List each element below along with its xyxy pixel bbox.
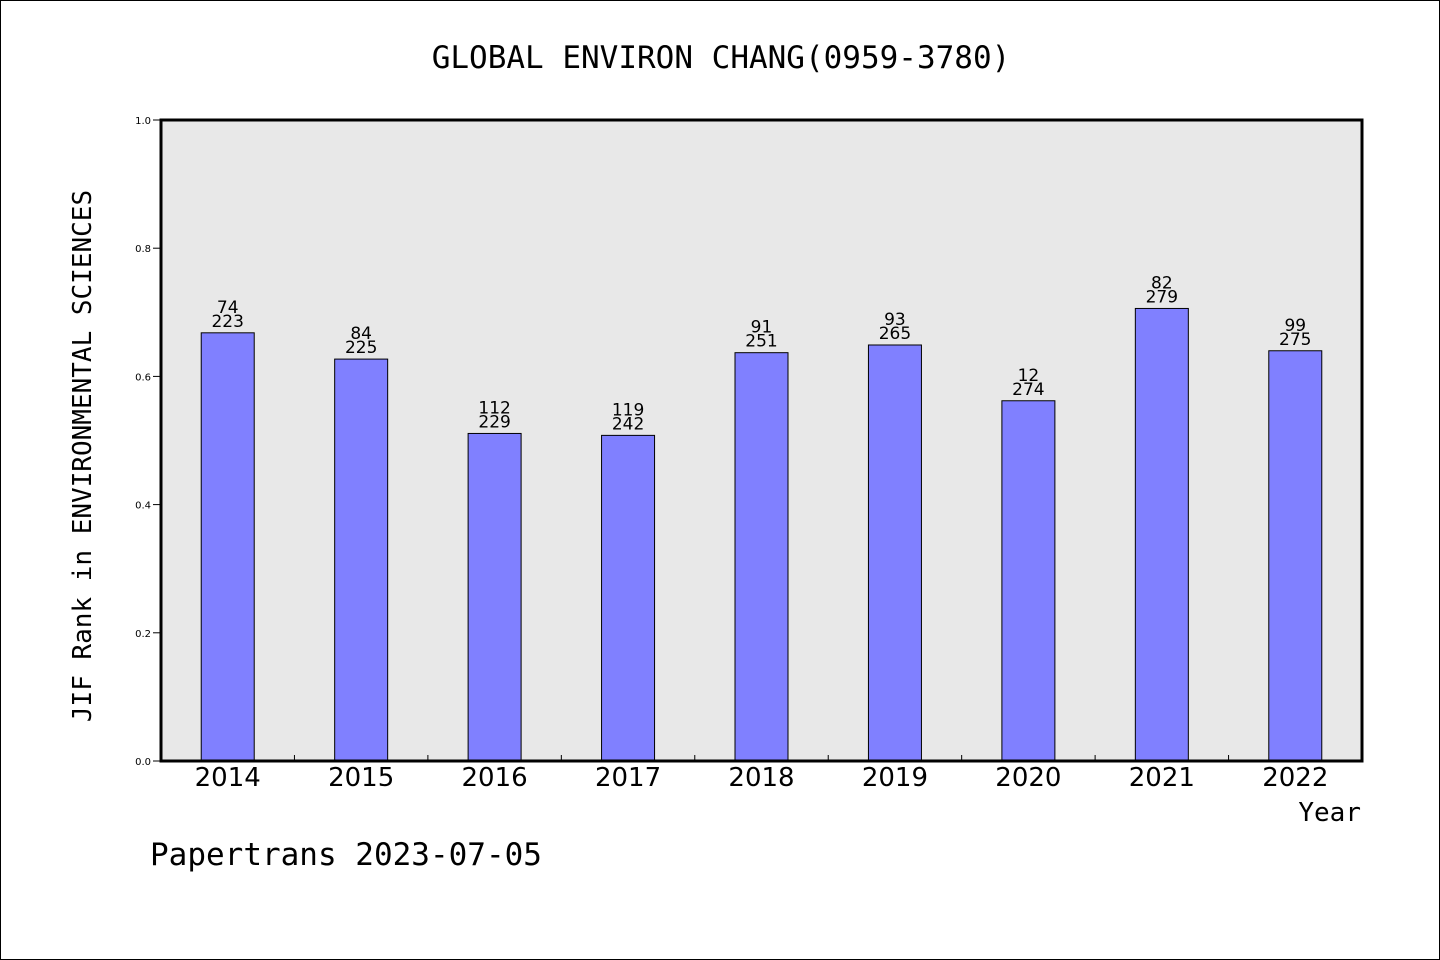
- data-label-rank-2016: 112: [478, 398, 510, 418]
- x-tick-label-2014: 2014: [195, 763, 261, 793]
- y-tick-label-1.0: 1.0: [135, 116, 151, 127]
- y-tick-label-0.0: 0.0: [135, 757, 151, 768]
- y-tick-label-0.2: 0.2: [135, 629, 151, 640]
- x-axis-ticks: 2014 2015 2016 2017 2018 2019 2020 2021 2022: [195, 755, 1328, 793]
- bar-2016: [467, 432, 522, 762]
- data-label-rank-2019: 93: [884, 310, 906, 330]
- bar-2017: [601, 434, 656, 762]
- data-label-total-2018: 251: [745, 332, 777, 352]
- data-label-total-2015: 225: [345, 338, 377, 358]
- bar-2021: [1134, 307, 1189, 762]
- bar-2015: [334, 358, 389, 762]
- data-label-rank-2020: 12: [1018, 366, 1040, 386]
- footer-text: Papertrans 2023-07-05: [150, 837, 542, 873]
- data-label-total-2021: 279: [1146, 287, 1178, 307]
- y-axis-ticks: 0.0 0.2 0.4 0.6 0.8 1.0: [135, 116, 161, 768]
- bar-2020: [1001, 400, 1056, 762]
- x-tick-label-2019: 2019: [862, 763, 928, 793]
- bar-2019: [867, 344, 922, 762]
- x-tick-label-2015: 2015: [328, 763, 394, 793]
- x-tick-label-2022: 2022: [1262, 763, 1328, 793]
- data-label-rank-2015: 84: [350, 324, 372, 344]
- data-labels: 7422384225112229119242912519326512274822…: [211, 273, 1311, 434]
- y-tick-label-0.6: 0.6: [135, 372, 151, 383]
- chart-title: GLOBAL ENVIRON CHANG(0959-3780): [432, 40, 1011, 76]
- data-label-total-2019: 265: [879, 324, 911, 344]
- x-tick-label-2016: 2016: [462, 763, 528, 793]
- x-tick-label-2020: 2020: [995, 763, 1061, 793]
- x-tick-label-2017: 2017: [595, 763, 661, 793]
- data-label-rank-2014: 74: [217, 298, 239, 318]
- data-label-total-2020: 274: [1012, 380, 1044, 400]
- data-label-total-2017: 242: [612, 414, 644, 434]
- bar-group: [200, 307, 1323, 762]
- y-tick-label-0.8: 0.8: [135, 244, 151, 255]
- data-label-total-2014: 223: [211, 312, 243, 332]
- data-label-rank-2021: 82: [1151, 273, 1173, 293]
- data-label-rank-2022: 99: [1284, 316, 1306, 336]
- data-label-rank-2018: 91: [751, 318, 773, 338]
- x-tick-label-2018: 2018: [728, 763, 794, 793]
- y-tick-label-0.4: 0.4: [135, 501, 151, 512]
- data-label-rank-2017: 119: [612, 400, 644, 420]
- x-tick-label-2021: 2021: [1129, 763, 1195, 793]
- plot-border: [159, 118, 1364, 763]
- data-label-total-2022: 275: [1279, 330, 1311, 350]
- bar-2022: [1268, 350, 1323, 762]
- data-label-total-2016: 229: [478, 412, 510, 432]
- bar-2018: [734, 352, 789, 762]
- bar-2014: [200, 332, 255, 762]
- y-axis-label: JIF Rank in ENVIRONMENTAL SCIENCES: [68, 190, 98, 722]
- x-axis-label: Year: [1298, 798, 1361, 828]
